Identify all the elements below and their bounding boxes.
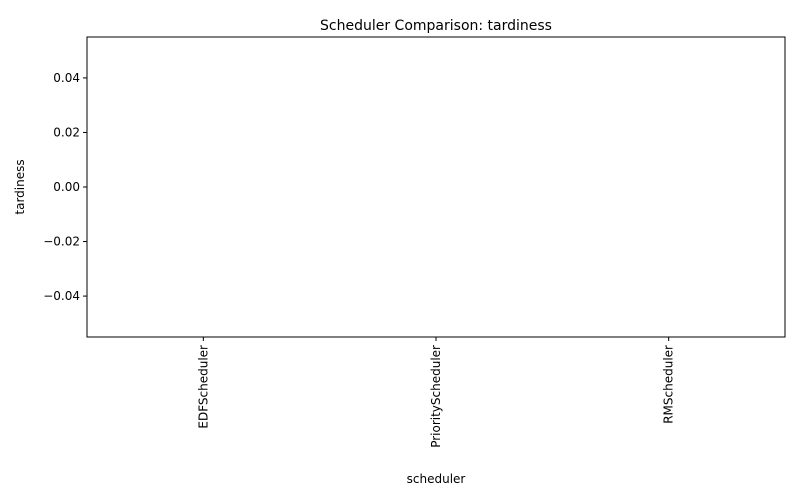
x-tick-label: RMScheduler	[662, 345, 676, 424]
y-axis-ticks: −0.04 −0.02 0.00 0.02 0.04	[43, 71, 87, 303]
y-tick-label: −0.02	[43, 235, 80, 249]
x-tick-label: PriorityScheduler	[429, 345, 443, 448]
plot-area: −0.04 −0.02 0.00 0.02 0.04 EDFScheduler Prior…	[43, 36, 786, 448]
y-tick-label: 0.04	[53, 71, 80, 85]
y-tick-label: 0.00	[53, 180, 80, 194]
chart-title: Scheduler Comparison: tardiness	[320, 18, 552, 34]
x-axis-label: scheduler	[407, 472, 466, 486]
y-tick-label: 0.02	[53, 125, 80, 139]
y-tick-label: −0.04	[43, 289, 80, 303]
y-axis-label: tardiness	[13, 159, 27, 214]
x-tick-label: EDFScheduler	[196, 345, 210, 429]
x-axis-ticks: EDFScheduler PriorityScheduler RMScheduler	[196, 337, 676, 448]
